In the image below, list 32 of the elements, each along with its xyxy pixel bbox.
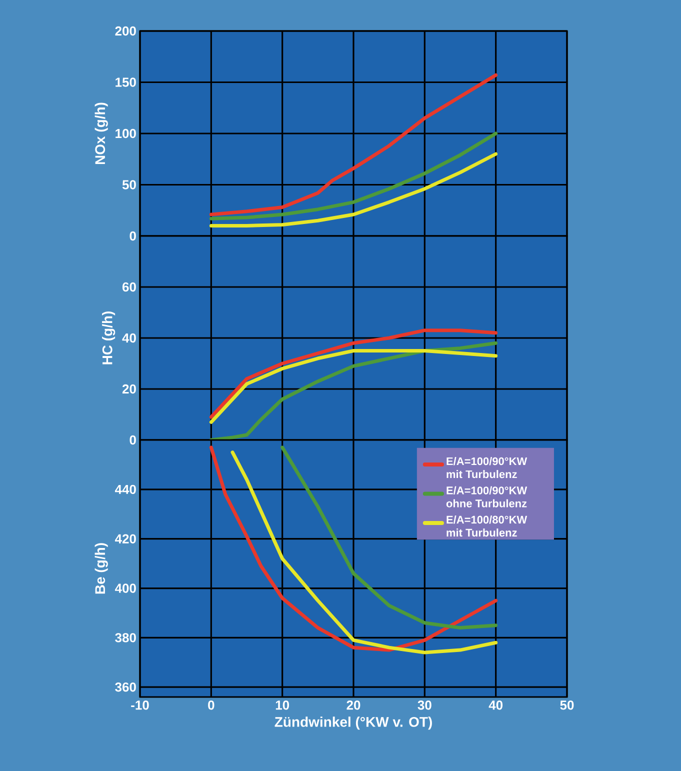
y-axis-title: HC (g/h): [102, 311, 116, 364]
y-axis-title: Be (g/h): [94, 543, 108, 594]
x-tick-label: 0: [208, 700, 214, 710]
y-tick-label: 440: [114, 484, 136, 494]
y-tick-label: 380: [115, 633, 136, 642]
x-tick-label: 50: [560, 700, 574, 710]
legend-label: E/A=100/90°KW mit Turbulenz: [446, 457, 528, 478]
y-tick-label: 0: [130, 435, 136, 445]
y-tick-label: 40: [122, 333, 136, 343]
line-series: [209, 132, 498, 220]
y-tick-label: 60: [122, 282, 136, 292]
y-tick-label: 100: [116, 128, 136, 138]
line-series: [209, 73, 498, 216]
y-tick-label: 420: [114, 534, 136, 544]
y-tick-label: 400: [114, 584, 136, 593]
y-tick-label: 150: [116, 78, 136, 87]
y-tick-label: 20: [122, 384, 136, 394]
y-tick-label: 50: [122, 180, 136, 190]
x-axis-title: Zündwinkel (°KW v. OT): [274, 716, 432, 730]
y-tick-label: 360: [115, 682, 136, 692]
legend-label: E/A=100/80°KW mit Turbulenz: [446, 516, 528, 537]
x-tick-label: 20: [346, 700, 360, 710]
line-series: [209, 328, 498, 419]
y-axis-title: NOx (g/h): [94, 102, 108, 164]
y-tick-label: 200: [115, 26, 136, 36]
x-tick-label: -10: [131, 700, 149, 710]
x-tick-label: 30: [418, 700, 432, 710]
y-tick-label: 0: [130, 231, 136, 241]
x-tick-label: 40: [488, 700, 503, 710]
line-series: [209, 152, 498, 228]
legend-label: E/A=100/90°KW ohne Turbulenz: [446, 486, 528, 508]
x-tick-label: 10: [276, 700, 290, 710]
